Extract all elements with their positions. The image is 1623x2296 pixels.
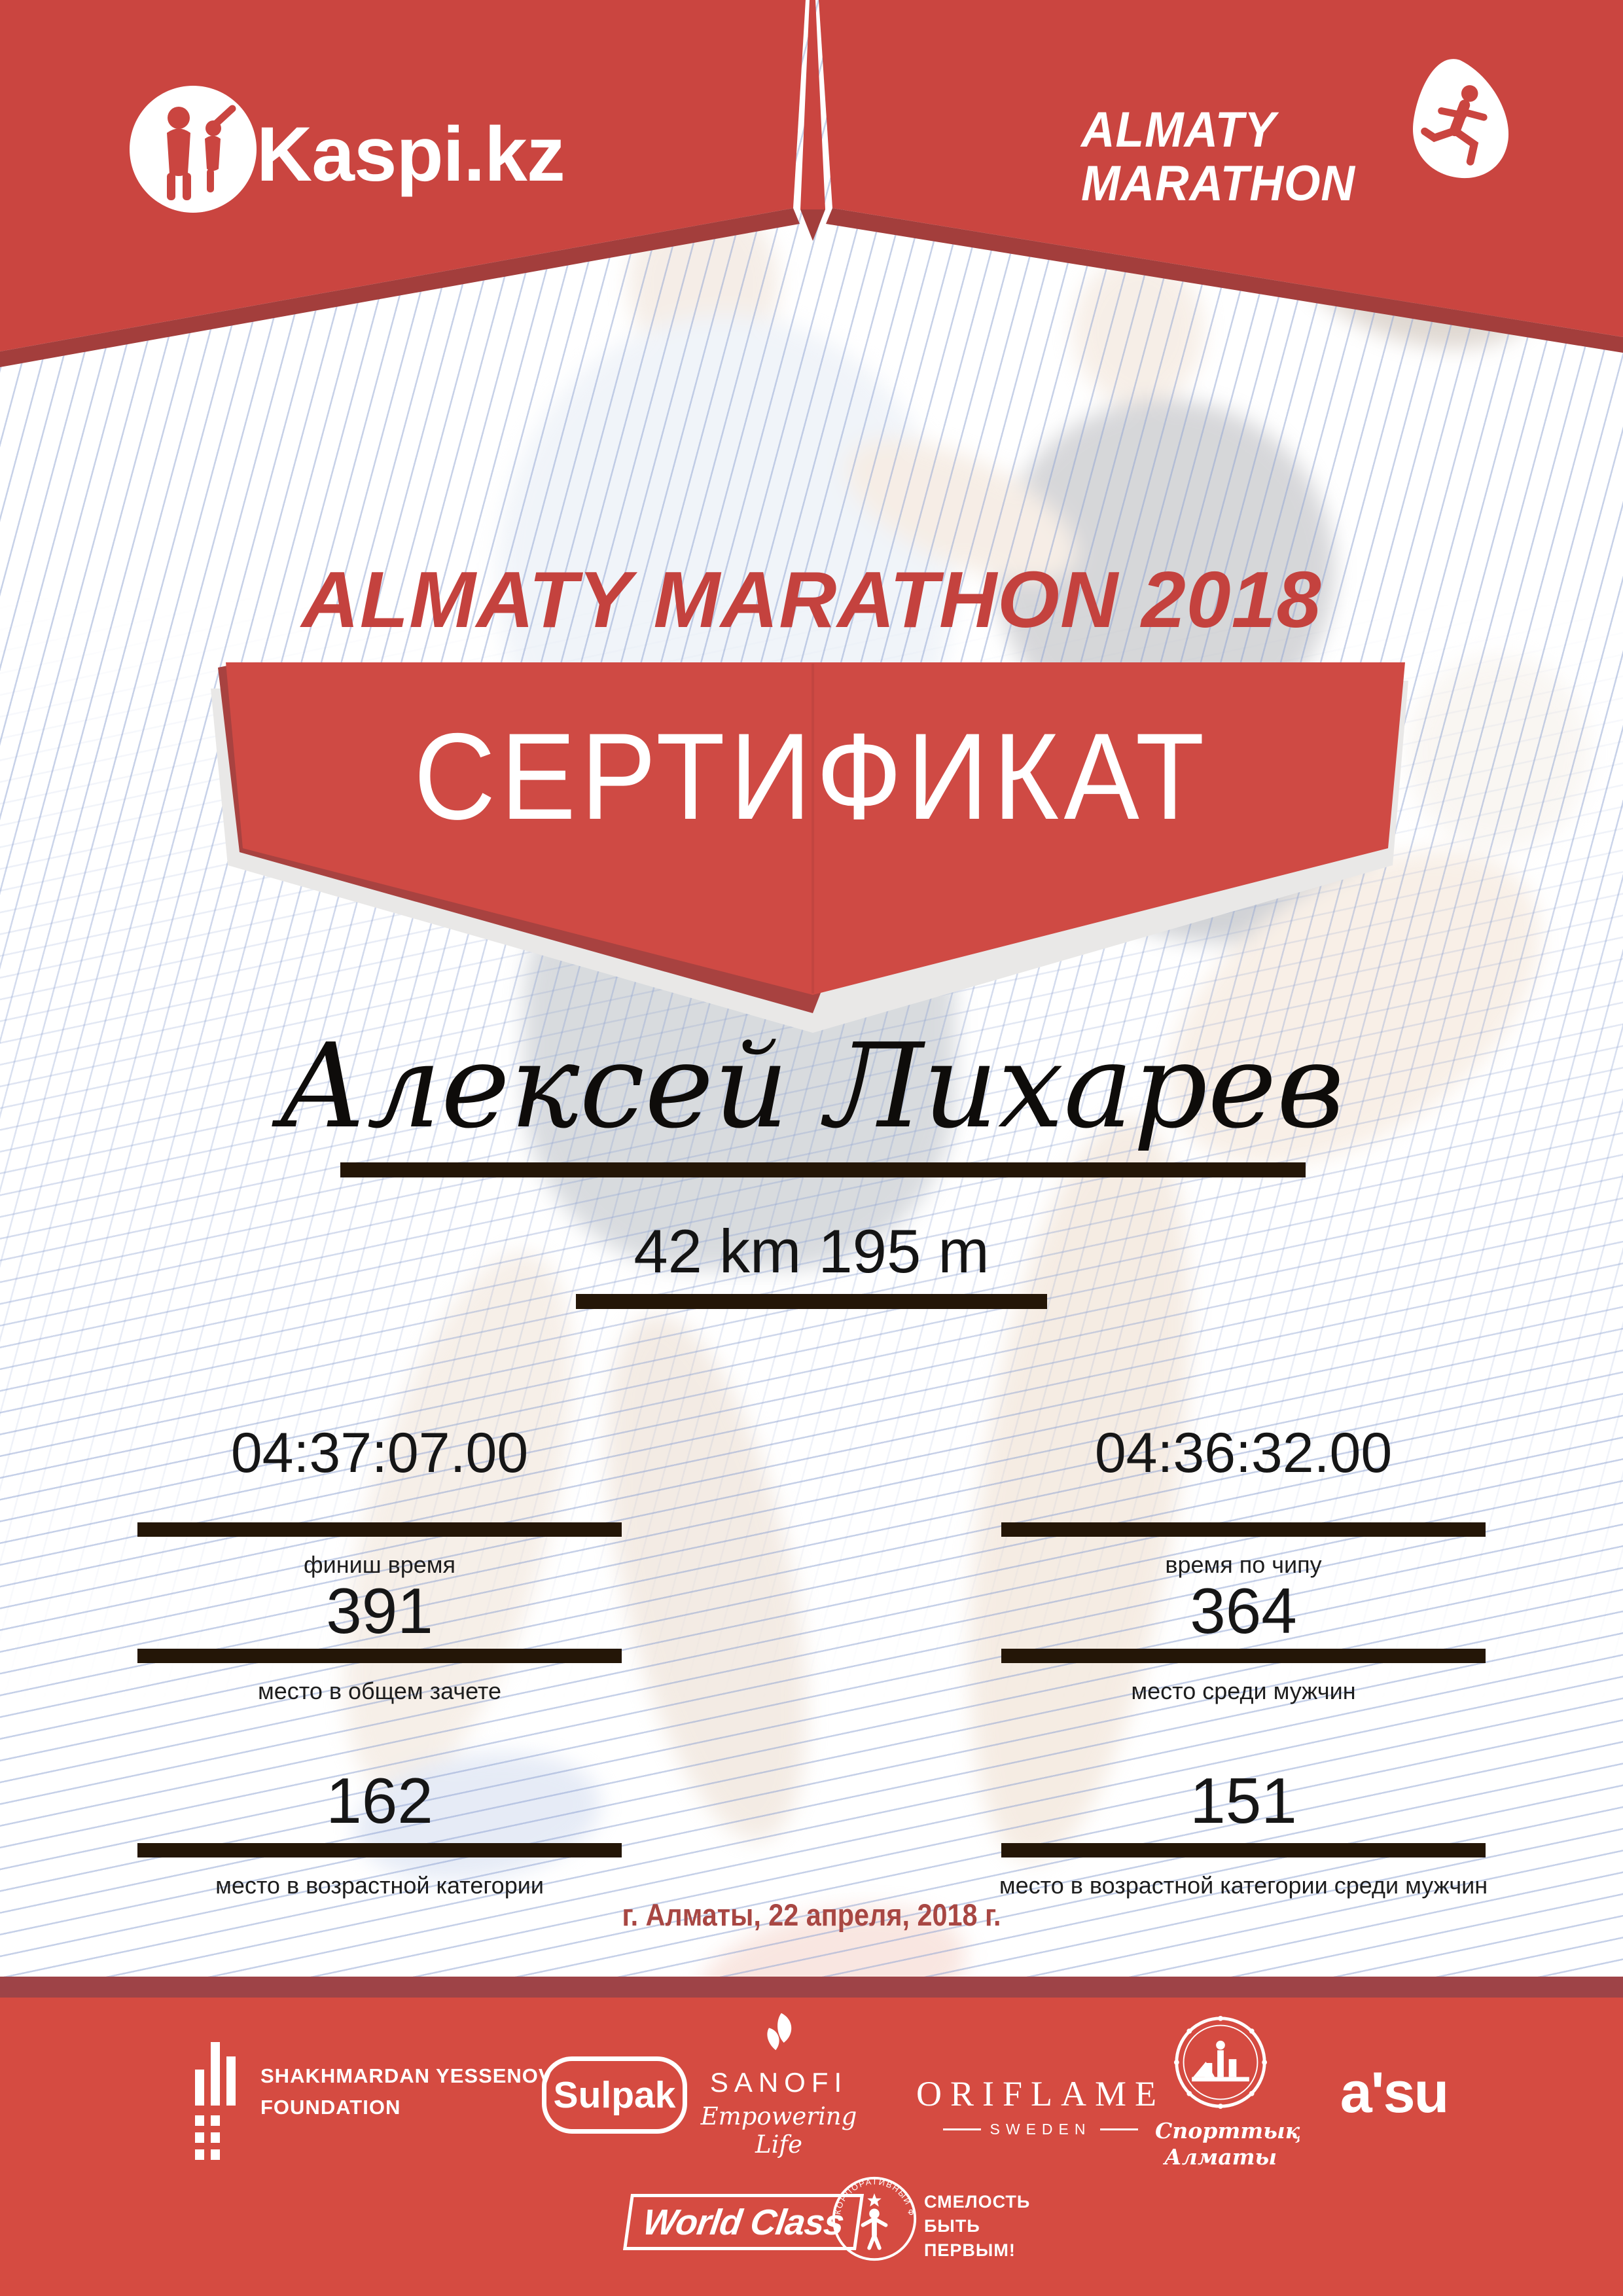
- stat-label: время по чипу: [1165, 1551, 1322, 1578]
- fund-motto-line3: ПЕРВЫМ!: [924, 2240, 1016, 2260]
- stat-age-category-gender-place: 151 место в возрастной категории среди м…: [969, 1764, 1518, 1899]
- almaty-marathon-logo-line1: ALMATY: [1081, 102, 1276, 158]
- stat-value: 391: [326, 1575, 433, 1647]
- sport-almaty-line2: Алматы: [1164, 2144, 1277, 2170]
- oriflame-sub-text: SWEDEN: [990, 2121, 1092, 2138]
- sanofi-logo: SANOFI: [709, 2067, 848, 2098]
- stat-underline: [137, 1843, 622, 1857]
- sport-almaty-label: Спорттық Алматы: [1155, 2118, 1300, 2170]
- sport-almaty-line1: Спорттық: [1155, 2118, 1300, 2144]
- almaty-marathon-logo-line2: MARATHON: [1081, 156, 1355, 211]
- stat-overall-place: 391 место в общем зачете: [105, 1574, 654, 1705]
- oriflame-logo: ORIFLAME: [916, 2074, 1165, 2113]
- stat-label: место в общем зачете: [257, 1677, 502, 1704]
- stat-underline: [137, 1649, 622, 1663]
- header-band: [0, 0, 1623, 367]
- sanofi-bird-icon: [767, 2013, 792, 2051]
- stat-label: финиш время: [303, 1551, 455, 1578]
- stat-chip-time: 04:36:32.00 время по чипу: [969, 1420, 1518, 1579]
- sulpak-logo: Sulpak: [542, 2056, 687, 2134]
- footer-band: [0, 1998, 1623, 2296]
- stat-finish-time: 04:37:07.00 финиш время: [105, 1420, 654, 1579]
- stat-underline: [1001, 1649, 1486, 1663]
- sport-almaty-emblem-icon: [1173, 2015, 1268, 2109]
- certificate-ribbon: [211, 662, 1408, 1033]
- stat-underline: [137, 1522, 622, 1537]
- stat-gender-place: 364 место среди мужчин: [969, 1574, 1518, 1705]
- name-underline: [340, 1162, 1306, 1177]
- stat-underline: [1001, 1843, 1486, 1857]
- world-class-logo: World Class: [622, 2194, 864, 2250]
- stat-underline: [1001, 1522, 1486, 1537]
- certificate-banner-label: СЕРТИФИКАТ: [414, 708, 1209, 845]
- yessenov-line2: FOUNDATION: [260, 2096, 401, 2119]
- dash-right: [1100, 2128, 1139, 2130]
- stat-label: место среди мужчин: [1131, 1677, 1356, 1704]
- dash-left: [942, 2128, 981, 2130]
- corporate-fund-motto: СМЕЛОСТЬ БЫТЬ ПЕРВЫМ!: [924, 2190, 1030, 2263]
- participant-name: Алексей Лихарев: [278, 1018, 1345, 1154]
- event-date-location: г. Алматы, 22 апреля, 2018 г.: [622, 1897, 1001, 1932]
- stat-value: 04:36:32.00: [1094, 1422, 1393, 1484]
- stat-age-category-place: 162 место в возрастной категории: [105, 1764, 654, 1899]
- distance-value: 42 km 195 m: [633, 1217, 990, 1285]
- stat-value: 162: [326, 1765, 433, 1837]
- oriflame-sweden-label: SWEDEN: [910, 2121, 1171, 2138]
- stat-value: 151: [1190, 1765, 1297, 1837]
- yessenov-foundation-label: SHAKHMARDAN YESSENOV FOUNDATION: [260, 2060, 553, 2123]
- asu-logo: a'su: [1340, 2060, 1450, 2125]
- stat-label: место в возрастной категории среди мужчи…: [999, 1872, 1488, 1899]
- yessenov-line1: SHAKHMARDAN YESSENOV: [260, 2064, 553, 2087]
- kaspi-logo-icon: [130, 86, 257, 213]
- sanofi-tagline: Empowering Life: [700, 2102, 857, 2159]
- yessenov-foundation-icon: [195, 2042, 236, 2160]
- kaspi-logo-text: Kaspi.kz: [257, 111, 565, 198]
- distance-underline: [576, 1294, 1047, 1309]
- fund-motto-line1: СМЕЛОСТЬ: [924, 2192, 1031, 2212]
- stat-value: 04:37:07.00: [230, 1422, 529, 1484]
- stat-label: место в возрастной категории: [215, 1872, 544, 1899]
- event-title: ALMATY MARATHON 2018: [301, 555, 1322, 644]
- stat-value: 364: [1190, 1575, 1297, 1647]
- footer-shadow-strip: [0, 1977, 1623, 1998]
- corporate-fund-icon: КОРПОРАТИВНЫЙ ФОНД: [830, 2174, 917, 2261]
- fund-motto-line2: БЫТЬ: [924, 2216, 980, 2236]
- almaty-marathon-logo-text: ALMATY MARATHON: [1081, 103, 1355, 211]
- almaty-marathon-runner-icon: [1413, 59, 1509, 179]
